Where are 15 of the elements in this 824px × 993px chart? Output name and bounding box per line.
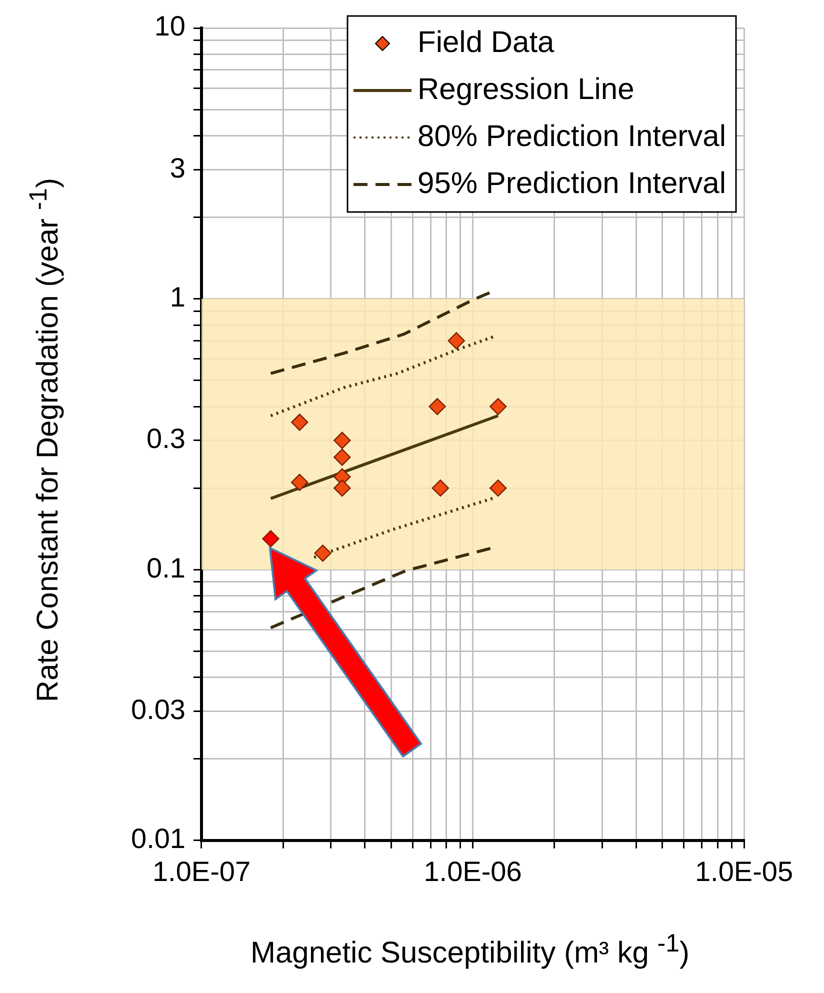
y-tick-label: 0.3 — [146, 423, 186, 454]
legend-label: 95% Prediction Interval — [418, 166, 726, 200]
x-axis-title: Magnetic Susceptibility (m³ kg $^{-1}$) — [250, 930, 690, 970]
y-tick-label: 0.03 — [130, 694, 186, 725]
legend-label: Regression Line — [418, 72, 634, 106]
legend-label: Field Data — [418, 26, 555, 59]
x-tick-label: 1.0E-05 — [694, 856, 794, 887]
y-tick-label: 0.1 — [146, 552, 186, 584]
x-tick-label: 1.0E-07 — [152, 856, 251, 887]
y-tick-label: 3 — [170, 152, 186, 184]
y-tick-label: 1 — [170, 282, 186, 313]
y-tick-label: 0.01 — [130, 823, 186, 854]
legend-label: 80% Prediction Interval — [418, 120, 726, 153]
x-tick-label: 1.0E-06 — [424, 856, 522, 887]
y-tick-label: 10 — [154, 10, 186, 42]
